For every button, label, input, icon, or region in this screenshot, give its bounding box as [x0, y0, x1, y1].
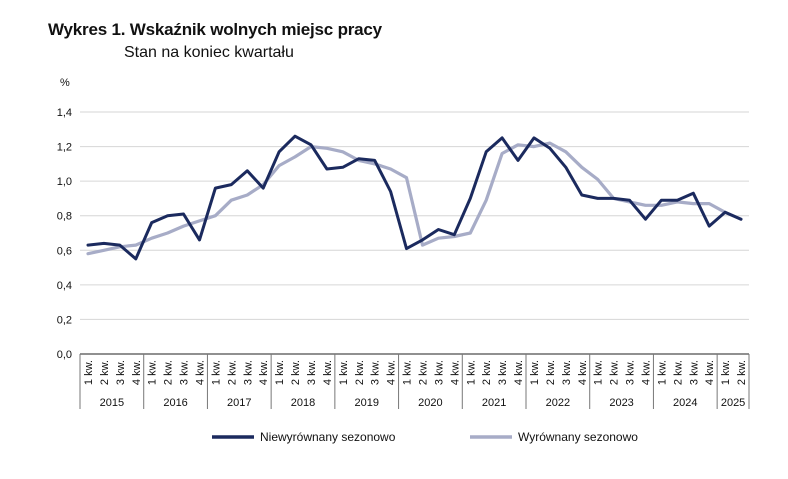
series-line-wyrownany: [86, 141, 743, 256]
x-tick-label: 4 kw.: [322, 360, 334, 385]
y-axis-unit-label: %: [60, 77, 70, 89]
year-label: 2015: [100, 397, 124, 409]
x-tick-label: 2 kw.: [609, 360, 621, 385]
x-tick-label: 2 kw.: [481, 360, 493, 385]
x-tick-label: 1 kw.: [529, 360, 541, 385]
y-tick-label: 0,2: [57, 314, 72, 326]
x-tick-label: 2 kw.: [290, 360, 302, 385]
x-tick-label: 2 kw.: [99, 360, 111, 385]
x-tick-label: 2 kw.: [736, 360, 748, 385]
x-tick-label: 1 kw.: [465, 360, 477, 385]
y-tick-label: 0,4: [57, 280, 72, 292]
y-tick-label: 1,2: [57, 142, 72, 154]
x-tick-label: 3 kw.: [625, 360, 637, 385]
x-tick-label: 4 kw.: [640, 360, 652, 385]
x-tick-label: 2 kw.: [163, 360, 175, 385]
x-tick-label: 3 kw.: [115, 360, 127, 385]
x-tick-label: 3 kw.: [497, 360, 509, 385]
legend-label: Niewyrównany sezonowo: [260, 430, 396, 444]
x-tick-label: 3 kw.: [306, 360, 318, 385]
x-tick-label: 2 kw.: [226, 360, 238, 385]
x-tick-label: 1 kw.: [656, 360, 668, 385]
x-tick-label: 4 kw.: [386, 360, 398, 385]
year-label: 2022: [546, 397, 570, 409]
x-tick-label: 4 kw.: [513, 360, 525, 385]
chart-title: Wykres 1. Wskaźnik wolnych miejsc pracy: [48, 20, 382, 39]
x-tick-label: 1 kw.: [593, 360, 605, 385]
x-tick-label: 1 kw.: [210, 360, 222, 385]
x-tick-label: 3 kw.: [433, 360, 445, 385]
year-label: 2017: [227, 397, 251, 409]
x-tick-label: 4 kw.: [449, 360, 461, 385]
year-label: 2023: [609, 397, 633, 409]
x-tick-label: 3 kw.: [370, 360, 382, 385]
x-tick-label: 2 kw.: [672, 360, 684, 385]
x-tick-label: 3 kw.: [561, 360, 573, 385]
legend-label: Wyrównany sezonowo: [518, 430, 638, 444]
x-tick-label: 2 kw.: [354, 360, 366, 385]
year-label: 2019: [354, 397, 378, 409]
x-tick-label: 4 kw.: [131, 360, 143, 385]
year-label: 2016: [163, 397, 187, 409]
year-label: 2025: [721, 397, 745, 409]
y-tick-label: 0,6: [57, 245, 72, 257]
y-tick-label: 1,4: [57, 107, 72, 119]
year-label: 2024: [673, 397, 697, 409]
y-tick-label: 0,0: [57, 349, 72, 361]
x-tick-label: 1 kw.: [402, 360, 414, 385]
x-tick-label: 3 kw.: [688, 360, 700, 385]
x-tick-label: 2 kw.: [417, 360, 429, 385]
x-tick-label: 1 kw.: [83, 360, 95, 385]
series-line-niewyrownany: [86, 134, 743, 261]
x-tick-label: 1 kw.: [338, 360, 350, 385]
y-tick-label: 0,8: [57, 211, 72, 223]
year-label: 2018: [291, 397, 315, 409]
x-tick-label: 4 kw.: [704, 360, 716, 385]
x-tick-label: 1 kw.: [147, 360, 159, 385]
x-tick-label: 3 kw.: [179, 360, 191, 385]
x-tick-label: 2 kw.: [545, 360, 557, 385]
x-tick-label: 3 kw.: [242, 360, 254, 385]
year-label: 2020: [418, 397, 442, 409]
x-tick-label: 1 kw.: [274, 360, 286, 385]
chart-subtitle: Stan na koniec kwartału: [124, 44, 294, 61]
x-tick-label: 4 kw.: [258, 360, 270, 385]
y-tick-label: 1,0: [57, 176, 72, 188]
year-label: 2021: [482, 397, 506, 409]
x-tick-label: 4 kw.: [194, 360, 206, 385]
x-tick-label: 1 kw.: [720, 360, 732, 385]
x-tick-label: 4 kw.: [577, 360, 589, 385]
